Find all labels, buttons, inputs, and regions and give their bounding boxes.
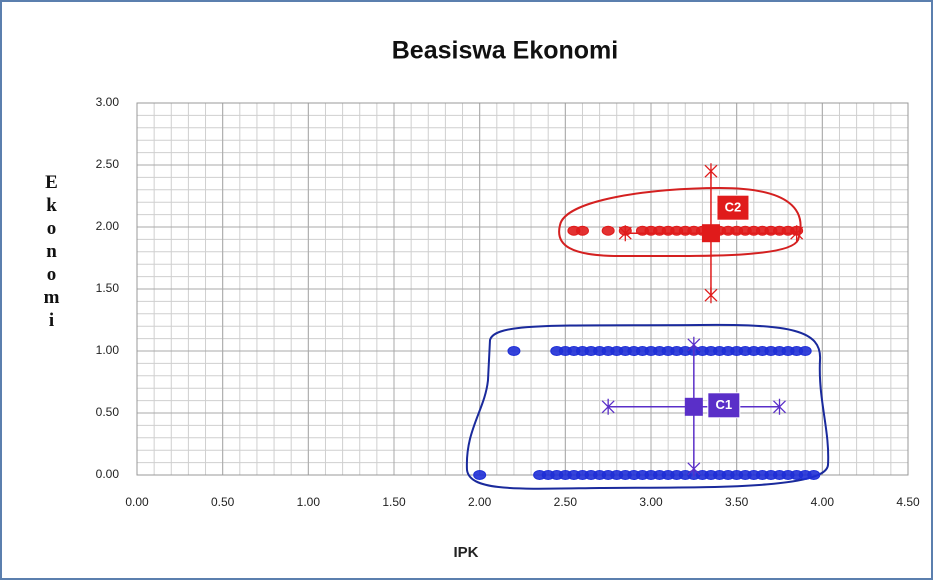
y-tick-label: 2.50 (96, 157, 120, 171)
plot-border (136, 102, 909, 476)
x-tick-label: 0.00 (125, 495, 149, 509)
point (473, 470, 487, 480)
x-tick-label: 3.50 (725, 495, 749, 509)
y-tick-label: 1.50 (96, 281, 120, 295)
x-tick-label: 2.00 (468, 495, 492, 509)
centroid-label: C1 (716, 397, 733, 412)
x-tick-label: 3.00 (639, 495, 663, 509)
grid (136, 102, 909, 476)
x-tick-label: 2.50 (554, 495, 578, 509)
x-tick-label: 1.00 (297, 495, 321, 509)
chart-title: Beasiswa Ekonomi (392, 37, 618, 65)
y-tick-label: 0.00 (96, 467, 120, 481)
y-tick-label: 1.00 (96, 343, 120, 357)
error-cap (687, 460, 701, 477)
centroid-label-box (707, 392, 741, 419)
error-cap (704, 287, 718, 304)
y-axis-label: Ekonomi (41, 172, 62, 333)
x-axis-label: IPK (453, 544, 478, 561)
y-tick-label: 3.00 (96, 95, 120, 109)
cluster-outline (465, 323, 830, 490)
error-cap (601, 398, 615, 415)
x-tick-label: 4.50 (896, 495, 920, 509)
y-tick-label: 0.50 (96, 405, 120, 419)
centroid (684, 397, 703, 416)
x-tick-label: 0.50 (211, 495, 235, 509)
error-cap (618, 225, 632, 242)
error-cap (790, 225, 804, 242)
centroid (701, 224, 720, 243)
centroid-label: C2 (725, 200, 742, 215)
point (601, 225, 615, 236)
cluster-outline (558, 186, 802, 258)
y-tick-label: 2.00 (96, 219, 120, 233)
error-cap (704, 163, 718, 180)
centroid-label-box (716, 194, 750, 221)
point (798, 346, 812, 356)
point (575, 225, 589, 236)
point (507, 346, 521, 356)
error-cap (773, 398, 786, 415)
error-cap (687, 336, 701, 353)
x-tick-label: 1.50 (382, 495, 406, 509)
x-tick-label: 4.00 (811, 495, 835, 509)
point (807, 470, 821, 480)
